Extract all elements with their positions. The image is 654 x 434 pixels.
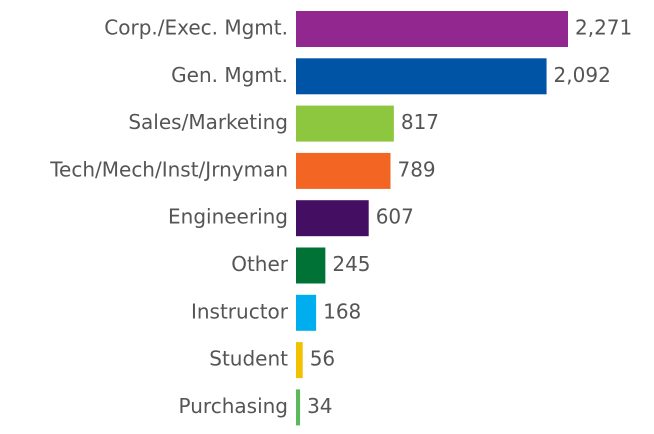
value-label: 245 <box>332 252 370 276</box>
bar <box>296 247 326 284</box>
category-label: Tech/Mech/Inst/Jrnyman <box>49 157 288 181</box>
bar <box>296 200 369 237</box>
value-label: 2,092 <box>554 63 611 87</box>
bar <box>296 152 391 189</box>
category-label: Student <box>209 347 288 371</box>
value-label: 789 <box>397 157 435 181</box>
value-label: 168 <box>323 299 361 323</box>
value-label: 607 <box>376 205 414 229</box>
category-label: Instructor <box>191 299 289 323</box>
value-label: 56 <box>310 347 335 371</box>
category-label: Sales/Marketing <box>128 110 288 134</box>
bar <box>296 105 394 142</box>
value-label: 2,271 <box>575 16 632 40</box>
bar <box>296 389 301 426</box>
bar <box>296 58 547 95</box>
bar <box>296 342 303 379</box>
value-label: 817 <box>401 110 439 134</box>
category-label: Engineering <box>168 205 288 229</box>
category-label: Corp./Exec. Mgmt. <box>104 16 288 40</box>
bar <box>296 11 568 47</box>
bar <box>296 294 317 331</box>
category-label: Gen. Mgmt. <box>171 63 288 87</box>
category-label: Purchasing <box>179 394 288 418</box>
category-label: Other <box>231 252 289 276</box>
value-label: 34 <box>307 394 332 418</box>
